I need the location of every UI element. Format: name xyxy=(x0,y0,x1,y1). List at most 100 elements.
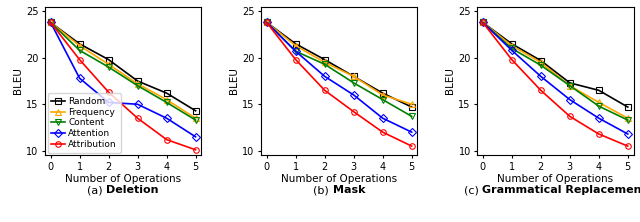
Frequency xyxy=(163,98,170,101)
Attribution xyxy=(292,58,300,61)
Frequency xyxy=(321,61,328,64)
Content xyxy=(163,101,170,104)
Frequency xyxy=(105,63,113,66)
Random xyxy=(566,81,573,84)
Text: Deletion: Deletion xyxy=(106,185,159,195)
Attention xyxy=(134,103,141,106)
Attribution xyxy=(134,117,141,119)
Content xyxy=(566,84,573,87)
Random xyxy=(263,21,271,24)
Frequency xyxy=(379,94,387,96)
Content xyxy=(105,66,113,68)
Random xyxy=(624,106,632,108)
Attribution xyxy=(321,89,328,92)
Frequency xyxy=(566,84,573,87)
Attention xyxy=(105,101,113,104)
Random xyxy=(408,106,415,108)
Content xyxy=(134,84,141,87)
Frequency xyxy=(537,61,545,64)
Random xyxy=(379,92,387,94)
Line: Attribution: Attribution xyxy=(48,20,198,153)
Attention xyxy=(321,75,328,78)
Attention xyxy=(47,21,54,24)
Frequency xyxy=(292,44,300,47)
Content xyxy=(192,119,200,121)
Random xyxy=(321,58,328,61)
Attention xyxy=(379,117,387,119)
Random xyxy=(163,92,170,94)
Frequency xyxy=(47,21,54,24)
Line: Attention: Attention xyxy=(480,20,630,137)
Line: Frequency: Frequency xyxy=(48,20,198,121)
Content xyxy=(508,47,516,50)
Random xyxy=(292,43,300,45)
Content xyxy=(595,105,603,107)
Line: Frequency: Frequency xyxy=(264,20,415,107)
Line: Random: Random xyxy=(48,20,198,114)
Line: Content: Content xyxy=(480,20,630,123)
Attention xyxy=(192,135,200,138)
Attention xyxy=(595,117,603,119)
Line: Attribution: Attribution xyxy=(264,20,415,149)
Line: Attribution: Attribution xyxy=(480,20,630,149)
X-axis label: Number of Operations: Number of Operations xyxy=(281,174,397,184)
Attribution xyxy=(508,58,516,61)
Attribution xyxy=(350,110,358,113)
Attention xyxy=(566,98,573,101)
Text: Grammatical Replacement: Grammatical Replacement xyxy=(482,185,640,195)
Attribution xyxy=(624,145,632,147)
Attribution xyxy=(479,21,486,24)
Attribution xyxy=(379,131,387,133)
Line: Random: Random xyxy=(480,20,630,110)
Legend: Random, Frequency, Content, Attention, Attribution: Random, Frequency, Content, Attention, A… xyxy=(47,93,120,153)
Attention xyxy=(263,21,271,24)
Attribution xyxy=(408,145,415,147)
Attribution xyxy=(537,89,545,92)
Text: (b): (b) xyxy=(314,185,333,195)
Attention xyxy=(350,94,358,96)
Content xyxy=(624,119,632,121)
Attribution xyxy=(163,138,170,141)
Random xyxy=(350,75,358,78)
Attribution xyxy=(566,115,573,118)
Frequency xyxy=(134,83,141,85)
Random xyxy=(595,89,603,92)
Line: Content: Content xyxy=(48,20,198,123)
Attention xyxy=(624,133,632,135)
Frequency xyxy=(263,21,271,24)
Text: (a): (a) xyxy=(87,185,106,195)
Attribution xyxy=(263,21,271,24)
Content xyxy=(76,49,83,52)
Frequency xyxy=(76,44,83,47)
Content xyxy=(479,21,486,24)
Y-axis label: BLEU: BLEU xyxy=(229,67,239,95)
Content xyxy=(408,115,415,118)
Attribution xyxy=(595,133,603,135)
Random xyxy=(479,21,486,24)
Random xyxy=(537,59,545,62)
Y-axis label: BLEU: BLEU xyxy=(445,67,456,95)
Attention xyxy=(76,77,83,79)
Random xyxy=(508,43,516,45)
Content xyxy=(292,50,300,53)
Content xyxy=(537,64,545,67)
Line: Attention: Attention xyxy=(264,20,415,135)
Line: Frequency: Frequency xyxy=(480,20,630,121)
Attribution xyxy=(76,58,83,61)
Content xyxy=(263,21,271,24)
Line: Random: Random xyxy=(264,20,415,110)
Line: Content: Content xyxy=(264,20,415,119)
Frequency xyxy=(479,21,486,24)
Attribution xyxy=(105,91,113,93)
Attention xyxy=(479,21,486,24)
Frequency xyxy=(624,117,632,119)
Frequency xyxy=(192,117,200,119)
Random xyxy=(134,80,141,82)
X-axis label: Number of Operations: Number of Operations xyxy=(497,174,613,184)
Random xyxy=(47,21,54,24)
X-axis label: Number of Operations: Number of Operations xyxy=(65,174,181,184)
Content xyxy=(321,63,328,66)
Frequency xyxy=(595,101,603,104)
Content xyxy=(47,21,54,24)
Random xyxy=(76,43,83,45)
